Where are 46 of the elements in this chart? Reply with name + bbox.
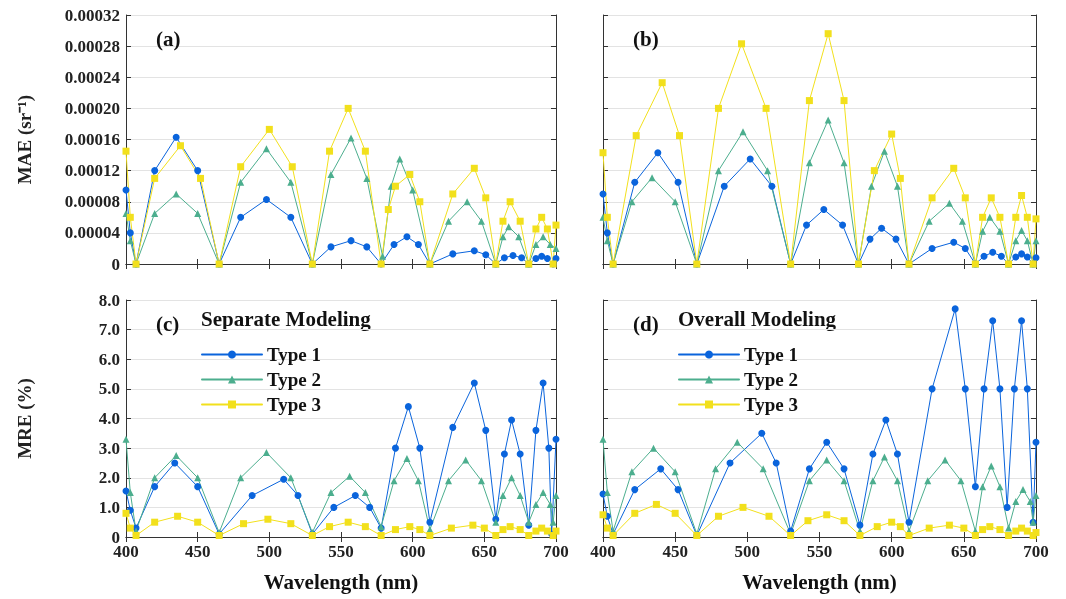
y-tick-label: 0.00028 <box>64 36 120 56</box>
y-tick-label: 0.00004 <box>64 223 121 243</box>
text: (b) <box>633 26 659 51</box>
legend-title: Overall Modeling <box>678 306 837 331</box>
y-axis-title: MRE (%) <box>14 378 36 459</box>
y-tick-label: 0.00016 <box>64 130 120 149</box>
x-tick-label: 400 <box>590 542 616 561</box>
y-tick-label: 6.0 <box>98 349 120 369</box>
x-tick-label: 600 <box>399 542 426 561</box>
x-tick-label: 650 <box>471 542 498 561</box>
x-tick-label: 550 <box>328 542 354 561</box>
y-tick-label: 2.0 <box>98 468 120 488</box>
text: (a) <box>156 26 181 51</box>
y-tick-label: 0.00012 <box>64 161 120 181</box>
x-tick-label: 600 <box>878 542 905 561</box>
legend-label: Type 1 <box>744 344 799 365</box>
x-tick-label: 550 <box>806 542 833 561</box>
legend-label: Type 2 <box>267 369 322 390</box>
x-tick-label: 700 <box>543 542 569 561</box>
x-tick-label: 650 <box>951 542 977 561</box>
y-tick-label: 8.0 <box>98 290 120 310</box>
text: (d) <box>633 311 659 336</box>
y-tick-label: 0.00032 <box>64 5 120 25</box>
x-tick-label: 450 <box>184 542 211 561</box>
x-tick-label: 700 <box>1023 542 1049 561</box>
y-tick-label: 3.0 <box>98 438 120 458</box>
x-axis-title: Wavelength (nm) <box>263 569 419 594</box>
x-tick-label: 500 <box>734 542 761 561</box>
y-tick-label: 0.00020 <box>64 98 120 118</box>
y-tick-label: 5.0 <box>98 379 120 399</box>
y-axis-title: MAE (sr⁻¹) <box>14 94 36 185</box>
y-tick-label: 7.0 <box>98 320 120 340</box>
y-tick-label: 4.0 <box>98 409 120 428</box>
y-tick-label: 0.00008 <box>64 192 120 212</box>
legend-label: Type 2 <box>744 369 799 390</box>
text: (c) <box>156 311 180 336</box>
y-tick-label: 0 <box>111 254 120 274</box>
legend-title: Separate Modeling <box>201 306 372 331</box>
legend-label: Type 1 <box>267 344 322 365</box>
y-tick-label: 1.0 <box>98 497 120 517</box>
legend-label: Type 3 <box>744 394 799 415</box>
x-axis-title: Wavelength (nm) <box>742 569 897 594</box>
x-tick-label: 450 <box>662 542 688 561</box>
x-tick-label: 500 <box>256 542 283 561</box>
legend-label: Type 3 <box>267 394 322 415</box>
y-tick-label: 0.00024 <box>64 67 121 87</box>
